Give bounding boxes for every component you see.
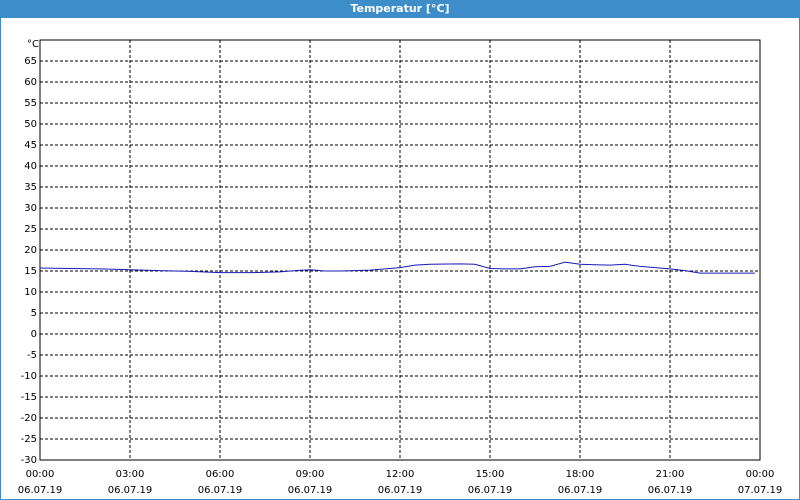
y-tick-label: 45 <box>24 140 37 151</box>
y-tick-label: 10 <box>24 287 37 298</box>
y-tick-label: 50 <box>24 119 37 130</box>
y-tick-label: 40 <box>24 161 37 172</box>
chart-title: Temperatur [°C] <box>350 2 449 15</box>
x-tick-label: 00:00 <box>746 469 775 480</box>
y-tick-label: 30 <box>24 203 37 214</box>
y-tick-label: 0 <box>31 329 37 340</box>
x-tick-label: 06:00 <box>206 469 235 480</box>
x-tick-date: 06.07.19 <box>558 485 603 496</box>
x-tick-label: 03:00 <box>116 469 145 480</box>
y-tick-label: 55 <box>24 98 37 109</box>
x-tick-date: 06.07.19 <box>378 485 423 496</box>
x-tick-date: 06.07.19 <box>18 485 63 496</box>
y-tick-label: 5 <box>31 308 37 319</box>
y-tick-label: -15 <box>21 392 37 403</box>
y-tick-label: -5 <box>27 350 37 361</box>
x-tick-label: 15:00 <box>476 469 505 480</box>
x-tick-date: 06.07.19 <box>468 485 513 496</box>
x-tick-label: 00:00 <box>26 469 55 480</box>
y-tick-label: -10 <box>21 371 37 382</box>
data-line <box>39 261 755 274</box>
x-tick-date: 07.07.19 <box>738 485 783 496</box>
y-tick-label: -30 <box>21 455 37 466</box>
x-tick-label: 12:00 <box>386 469 415 480</box>
y-tick-label: 35 <box>24 182 37 193</box>
y-tick-label: 15 <box>24 266 37 277</box>
x-tick-label: 21:00 <box>656 469 685 480</box>
title-bar <box>0 0 800 18</box>
x-tick-date: 06.07.19 <box>648 485 693 496</box>
x-tick-date: 06.07.19 <box>288 485 333 496</box>
y-tick-label: 65 <box>24 56 37 67</box>
y-tick-label: 20 <box>24 245 37 256</box>
y-unit-label: °C <box>27 39 39 50</box>
x-tick-date: 06.07.19 <box>108 485 153 496</box>
x-tick-date: 06.07.19 <box>198 485 243 496</box>
y-tick-label: 60 <box>24 77 37 88</box>
x-tick-label: 09:00 <box>296 469 325 480</box>
y-tick-label: 25 <box>24 224 37 235</box>
x-tick-label: 18:00 <box>566 469 595 480</box>
y-tick-label: -25 <box>21 434 37 445</box>
y-tick-label: -20 <box>21 413 37 424</box>
